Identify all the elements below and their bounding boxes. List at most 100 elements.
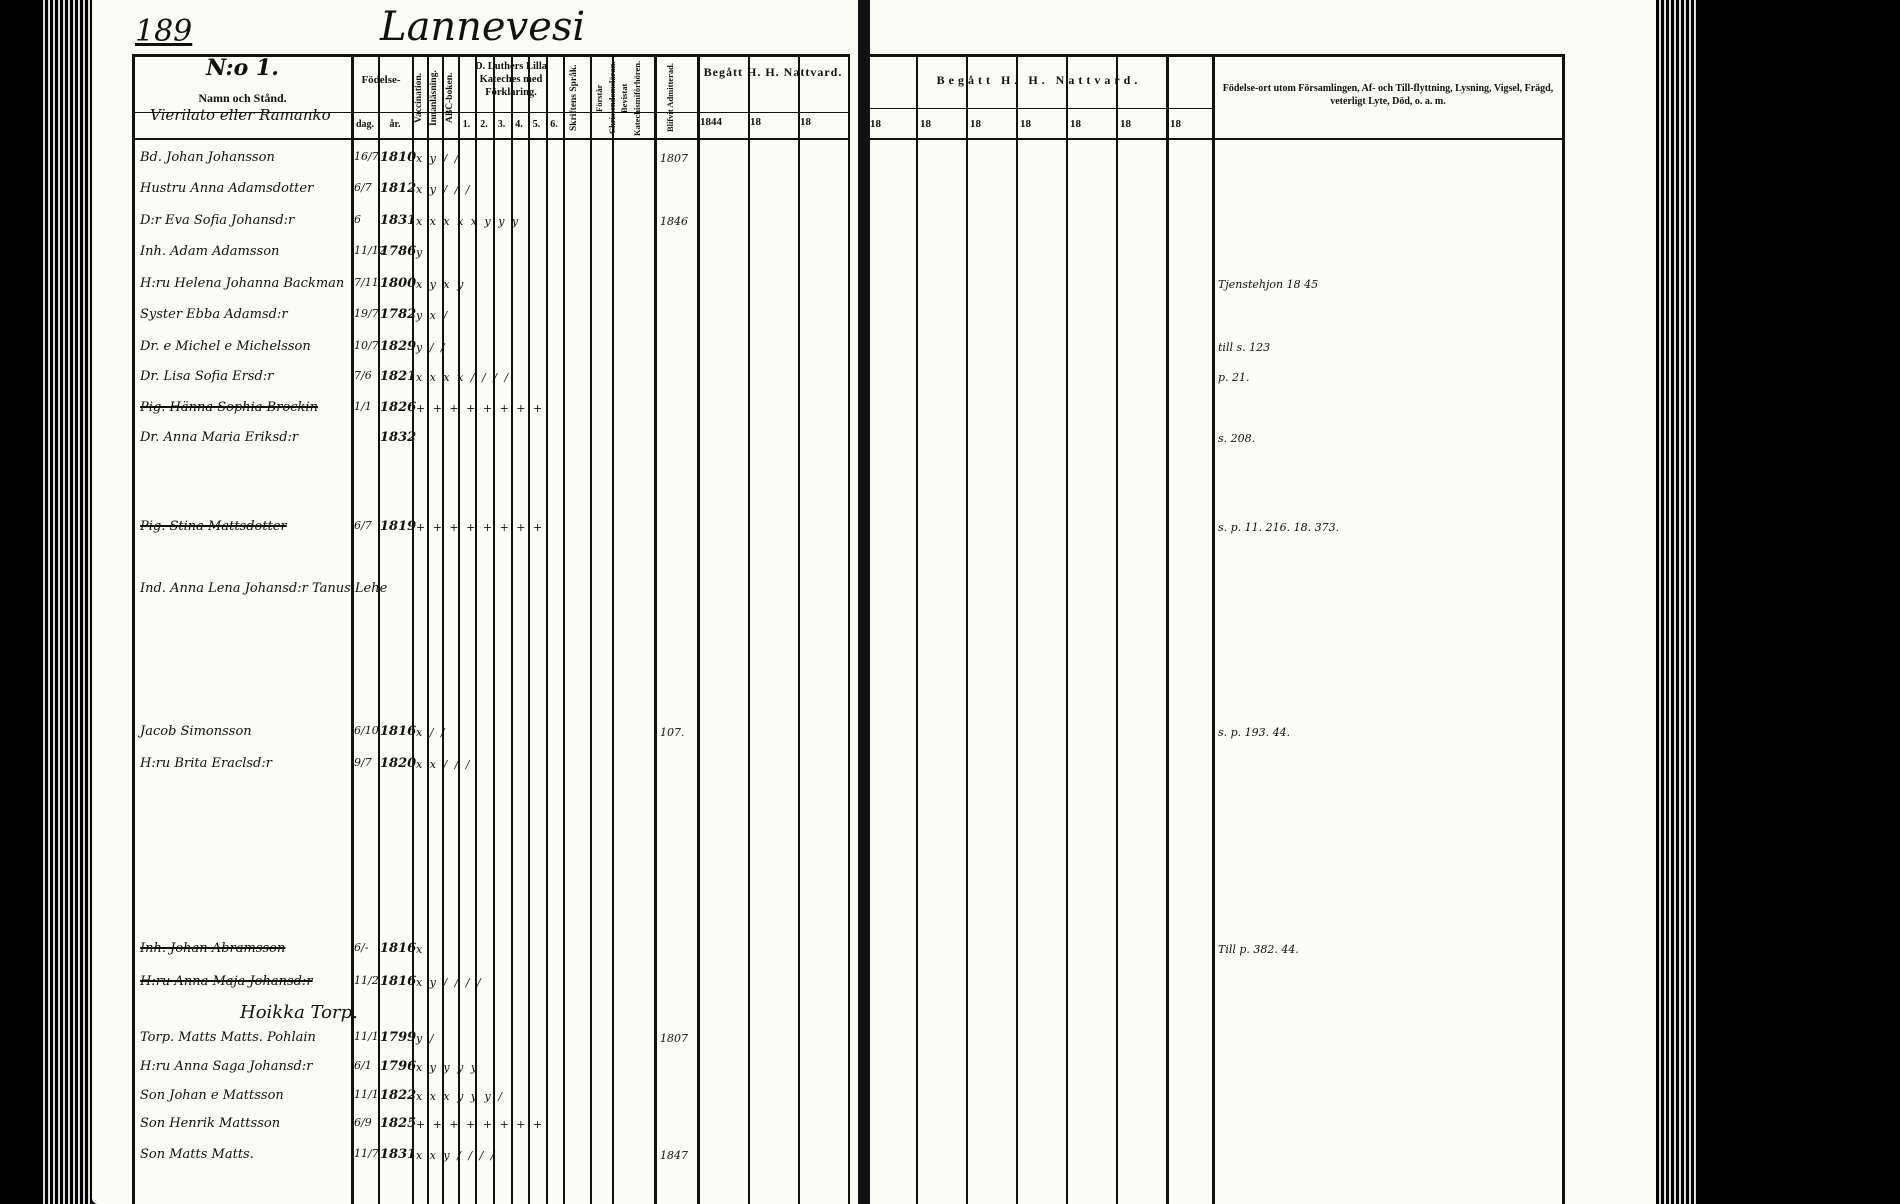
rule-line	[493, 54, 495, 1204]
person-name: H:ru Anna Maja Johansd:r	[140, 974, 313, 989]
knowledge-marks: x x x x / / / /	[416, 371, 511, 384]
rule-line	[654, 54, 657, 1204]
admitted-year: 1807	[660, 1032, 688, 1045]
nattvard-year-label: 18	[800, 116, 811, 128]
person-name: D:r Eva Sofia Johansd:r	[140, 213, 295, 228]
nattvard-year-label: 18	[1170, 118, 1181, 130]
right-page	[866, 0, 1656, 1204]
remark-note: s. 208.	[1218, 432, 1256, 445]
remark-note: s. p. 193. 44.	[1218, 726, 1291, 739]
rule-line	[866, 108, 1212, 109]
skriftens-header: Skriftens Språk.	[569, 64, 579, 132]
admitted-year: 1807	[660, 152, 688, 165]
rule-line	[1116, 54, 1118, 1204]
person-name: Inh. Adam Adamsson	[140, 244, 280, 259]
knowledge-marks: y /	[416, 1032, 436, 1045]
table-row: Son Henrik Mattsson 6/9 1825 + + + + + + + …	[0, 1114, 1900, 1140]
rule-line	[1066, 54, 1068, 1204]
rule-line	[612, 54, 614, 1204]
birth-year: 1816	[380, 724, 417, 739]
table-row: D:r Eva Sofia Johansd:r 6 1831 x x x x x y …	[0, 211, 1900, 237]
rule-line	[848, 54, 850, 1204]
birth-year: 1832	[380, 430, 417, 445]
book-edge-right	[1656, 0, 1696, 1204]
day-header: dag.	[355, 119, 375, 130]
table-row: Pig. Stina Mattsdotter 6/7 1819 + + + + + +…	[0, 517, 1900, 543]
table-row: Dr. Anna Maria Eriksd:r 1832 s. 208.	[0, 428, 1900, 454]
name-header: Namn och Stånd.	[198, 91, 287, 105]
table-row: H:ru Brita Eraclsd:r 9/7 1820 x x / / /	[0, 754, 1900, 780]
table-row: Jacob Simonsson 6/10 1816 x / / 107. s. p. 19…	[0, 722, 1900, 748]
admitted-year: 107.	[660, 726, 685, 739]
remark-note: Tjenstehjon 18 45	[1218, 278, 1319, 291]
birth-day: 11/7	[354, 1147, 379, 1160]
person-name: Bd. Johan Johansson	[140, 150, 275, 165]
person-name: H:ru Anna Saga Johansd:r	[140, 1059, 313, 1074]
knowledge-marks: x y / / / /	[416, 976, 483, 989]
person-name: Son Matts Matts.	[140, 1147, 254, 1162]
forstar-header: Förstår Christendomsläran.	[594, 61, 617, 135]
table-row: H:ru Helena Johanna Backman 7/11 1800 x y x…	[0, 274, 1900, 300]
admitted-year: 1846	[660, 215, 688, 228]
knowledge-marks: x y / /	[416, 152, 461, 165]
rule-line	[697, 54, 700, 1204]
birth-day: 10/7	[354, 339, 379, 352]
birth-year: 1826	[380, 400, 417, 415]
birth-day: 19/7	[354, 307, 379, 320]
birth-day: 6/9	[354, 1116, 372, 1129]
rule-line	[378, 54, 380, 1204]
birth-day: 7/6	[354, 369, 372, 382]
remark-note: till s. 123	[1218, 341, 1271, 354]
birth-year: 1821	[380, 369, 417, 384]
table-row: Pig. Hänna Sophia Brockin 1/1 1826 + + + + …	[0, 398, 1900, 424]
nattvard-year-label: 18	[1020, 118, 1031, 130]
admitterad-header: Blifvit Admitterad.	[665, 63, 675, 133]
rule-line	[916, 54, 918, 1204]
year-header: år.	[389, 119, 401, 130]
person-name: Hustru Anna Adamsdotter	[140, 181, 314, 196]
nattvard-year-label: 1844	[700, 116, 722, 128]
birth-day: 6/1	[354, 1059, 372, 1072]
rule-line	[966, 54, 968, 1204]
nattvard-header-right: Begått H. H. Nattvard.	[936, 73, 1142, 87]
katekes-col-label: 3.	[497, 119, 506, 130]
person-name: H:ru Helena Johanna Backman	[140, 276, 345, 291]
katekes-col-label: 1.	[462, 119, 471, 130]
table-row: Inh. Adam Adamsson 11/12 1786 y	[0, 242, 1900, 268]
birth-day: 6	[354, 213, 361, 226]
birth-year: 1831	[380, 213, 417, 228]
rule-line	[511, 54, 513, 1204]
rule-line	[132, 54, 850, 57]
knowledge-marks: y / /	[416, 341, 447, 354]
table-row: Dr. Lisa Sofia Ersd:r 7/6 1821 x x x x / / …	[0, 367, 1900, 393]
rule-line	[866, 54, 868, 1204]
nattvard-year-label: 18	[1120, 118, 1131, 130]
knowledge-marks: x	[416, 943, 425, 956]
rule-line	[528, 54, 530, 1204]
rule-line	[748, 54, 750, 1204]
book-edge-left	[40, 0, 92, 1204]
table-row: Hoikka Torp.	[0, 1000, 1900, 1026]
nattvard-year-label: 18	[920, 118, 931, 130]
abc-header: ABC-boken.	[445, 72, 455, 124]
birth-year: 1831	[380, 1147, 417, 1162]
person-name: Ind. Anna Lena Johansd:r Tanus Lehe	[140, 581, 388, 596]
birth-year: 1822	[380, 1088, 417, 1103]
table-row: Son Matts Matts. 11/7 1831 x x y / / / / 184…	[0, 1145, 1900, 1171]
birth-day: 11/2	[354, 974, 379, 987]
birth-year: 1810	[380, 150, 417, 165]
birth-year: 1799	[380, 1030, 417, 1045]
person-name: H:ru Brita Eraclsd:r	[140, 756, 272, 771]
birth-day: 11/1	[354, 1030, 379, 1043]
knowledge-marks: + + + + + + + +	[416, 521, 545, 534]
birth-year: 1786	[380, 244, 417, 259]
person-name: Jacob Simonsson	[140, 724, 252, 739]
knowledge-marks: x x / / /	[416, 758, 472, 771]
nattvard-year-label: 18	[970, 118, 981, 130]
rule-line	[351, 54, 354, 1204]
rule-line	[546, 54, 548, 1204]
person-name: Son Henrik Mattsson	[140, 1116, 281, 1131]
bevistat-header: Bevistat Katechismiförhören.	[619, 60, 642, 136]
birth-year: 1816	[380, 941, 417, 956]
birth-header: Födelse-	[361, 74, 401, 86]
